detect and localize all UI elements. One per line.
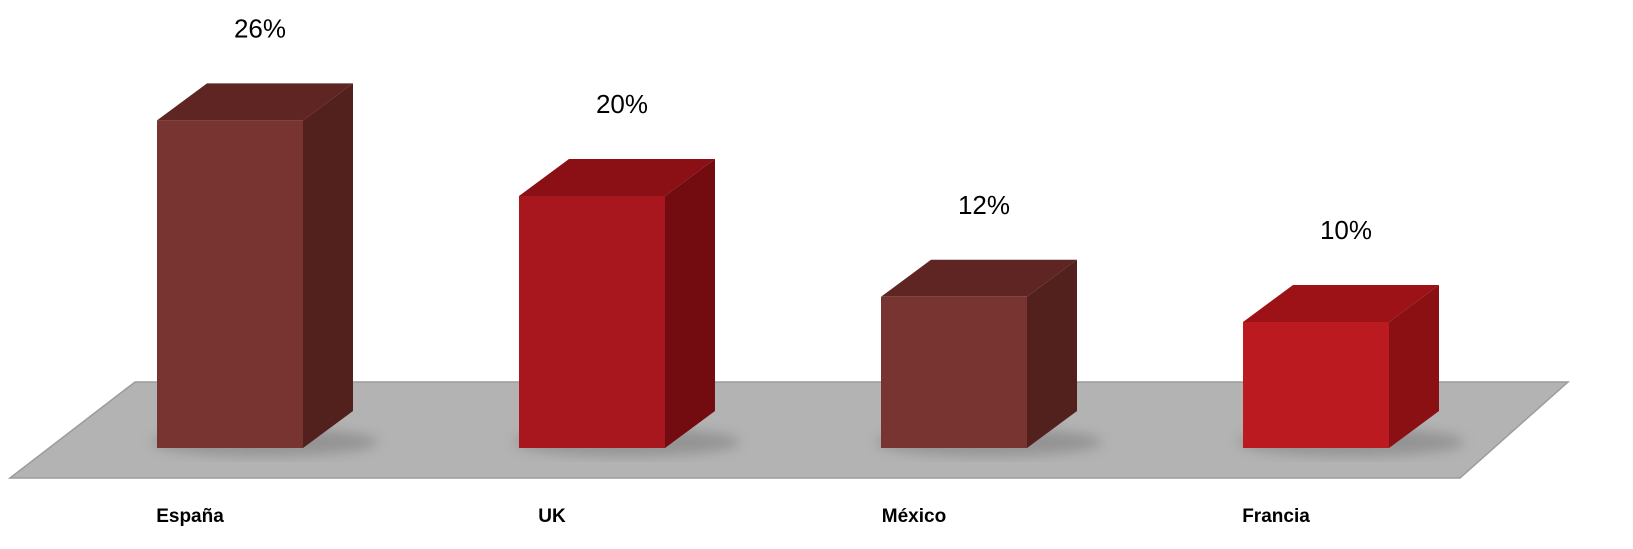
bar-top-face bbox=[157, 83, 353, 121]
bar-front-face bbox=[881, 296, 1027, 448]
value-label-mexico: 12% bbox=[958, 190, 1010, 220]
bar-side-face bbox=[303, 83, 353, 449]
chart-floor bbox=[7, 381, 1570, 479]
labels-group: 26% España 20% UK 12% México 10% Francia bbox=[156, 13, 1372, 527]
bar-front-face bbox=[1243, 322, 1389, 448]
value-label-espana: 26% bbox=[234, 13, 286, 43]
value-label-francia: 10% bbox=[1320, 215, 1372, 245]
bar-top-face bbox=[881, 259, 1077, 297]
bar-side-face bbox=[1389, 285, 1439, 448]
category-label-francia: Francia bbox=[1242, 506, 1310, 527]
bar-francia bbox=[1243, 285, 1439, 448]
category-label-uk: UK bbox=[538, 506, 566, 527]
bar-front-face bbox=[519, 196, 665, 448]
bar-side-face bbox=[665, 159, 715, 448]
bar-uk bbox=[519, 159, 715, 448]
category-label-espana: España bbox=[156, 506, 224, 527]
category-label-mexico: México bbox=[882, 506, 946, 527]
value-label-uk: 20% bbox=[596, 89, 648, 119]
bar-mexico bbox=[881, 259, 1077, 448]
bar-top-face bbox=[519, 159, 715, 196]
bars-group bbox=[157, 83, 1439, 449]
bar-espana bbox=[157, 83, 353, 449]
bar-top-face bbox=[1243, 285, 1439, 322]
bar-side-face bbox=[1027, 259, 1077, 448]
bar-front-face bbox=[157, 120, 303, 449]
